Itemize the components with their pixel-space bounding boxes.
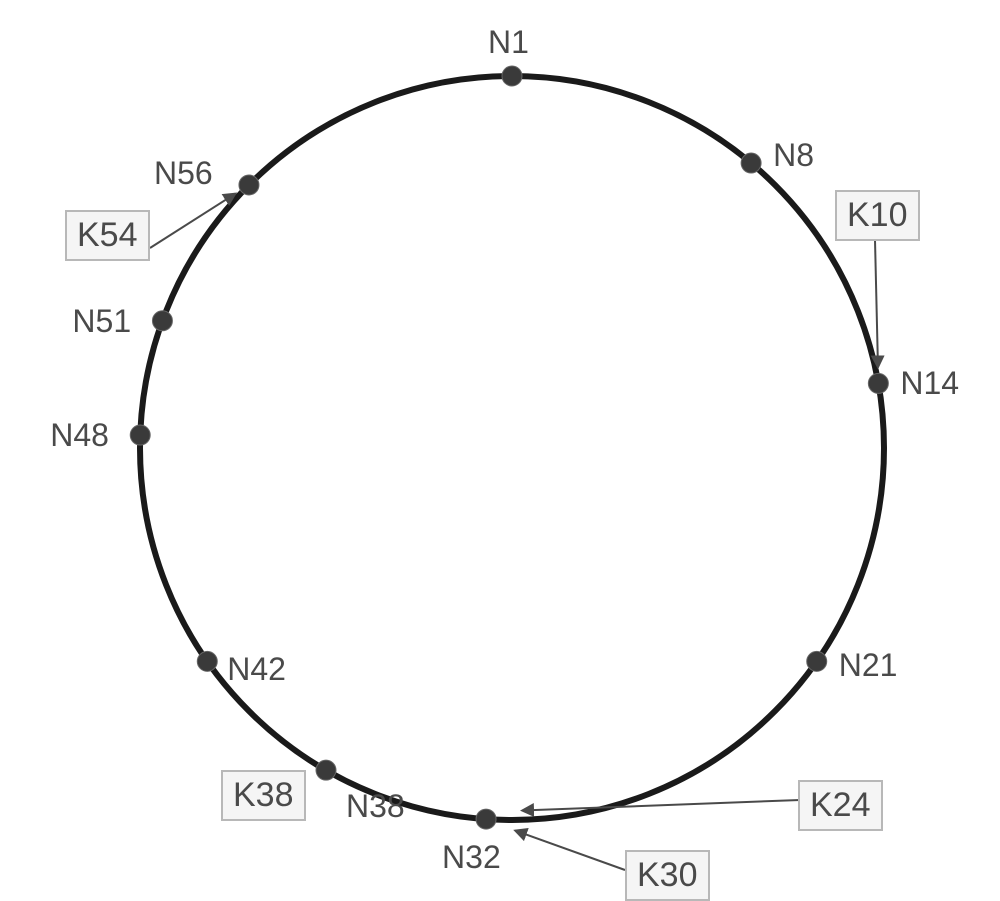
node-n38: [316, 760, 336, 780]
node-label-n51: N51: [72, 303, 131, 340]
node-label-n32: N32: [442, 839, 501, 876]
node-n8: [741, 153, 761, 173]
key-label-k10: K10: [835, 190, 920, 241]
node-n1: [502, 66, 522, 86]
node-n56: [239, 175, 259, 195]
node-label-n56: N56: [154, 155, 213, 192]
node-label-n14: N14: [900, 365, 959, 402]
node-n32: [476, 809, 496, 829]
arrow-k54: [150, 194, 235, 248]
arrow-k30: [515, 831, 625, 870]
node-label-n1: N1: [488, 24, 529, 61]
node-label-n48: N48: [50, 417, 109, 454]
node-label-n8: N8: [773, 137, 814, 174]
node-n21: [807, 651, 827, 671]
node-label-n42: N42: [227, 651, 286, 688]
node-n48: [130, 425, 150, 445]
node-label-n38: N38: [346, 788, 405, 825]
key-label-k24: K24: [798, 780, 883, 831]
key-label-k54: K54: [65, 210, 150, 261]
diagram-svg: [0, 0, 1000, 901]
node-n14: [868, 373, 888, 393]
arrow-k10: [875, 240, 878, 367]
key-label-k30: K30: [625, 850, 710, 901]
key-label-k38: K38: [221, 770, 306, 821]
node-n42: [197, 651, 217, 671]
node-n51: [152, 311, 172, 331]
arrow-k24: [522, 800, 800, 810]
node-label-n21: N21: [839, 647, 898, 684]
ring-diagram: N1 N8 N14 N21 N32 N38 N42 N48 N51 N56K54 K10 K24 K30…: [0, 0, 1000, 901]
